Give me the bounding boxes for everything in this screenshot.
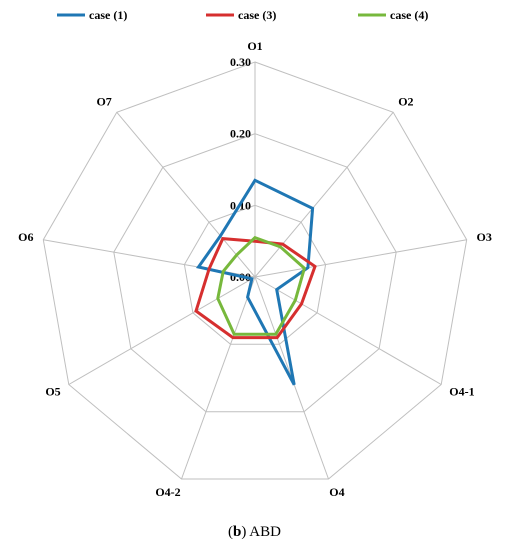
axis-label-O4: O4 bbox=[329, 485, 344, 499]
grid-spoke-O4-2 bbox=[181, 276, 256, 480]
grid-ring-3 bbox=[42, 61, 468, 480]
axis-label-O6: O6 bbox=[18, 230, 33, 244]
grid-spoke-O4-1 bbox=[254, 276, 442, 385]
grid-spoke-O5 bbox=[68, 276, 256, 385]
figure-caption: (b) ABD bbox=[228, 524, 281, 540]
legend-label-2: case (3) bbox=[238, 8, 276, 22]
caption-panel: b bbox=[233, 524, 242, 540]
series-line-1 bbox=[195, 178, 315, 386]
grid-spoke-O7 bbox=[116, 111, 256, 278]
grid-spoke-O2 bbox=[254, 111, 394, 278]
axis-label-O4-1: O4-1 bbox=[449, 385, 474, 399]
caption-text: ABD bbox=[249, 524, 281, 540]
axis-label-O5: O5 bbox=[45, 385, 60, 399]
legend: case (1) case (3) case (4) bbox=[57, 8, 428, 22]
radar-grid: 0.000.100.200.30 bbox=[42, 55, 468, 480]
axis-label-O3: O3 bbox=[477, 230, 492, 244]
series-line-3 bbox=[216, 235, 307, 336]
series-line-2 bbox=[194, 237, 317, 340]
radar-series bbox=[194, 178, 317, 386]
grid-spoke-O3 bbox=[254, 239, 467, 278]
axis-label-O4-2: O4-2 bbox=[155, 485, 180, 499]
axis-label-O2: O2 bbox=[398, 95, 413, 109]
legend-label-1: case (1) bbox=[89, 8, 127, 22]
axis-label-O1: O1 bbox=[247, 39, 262, 53]
grid-ring-1 bbox=[183, 204, 327, 345]
grid-ring-2 bbox=[113, 133, 397, 413]
axis-label-O7: O7 bbox=[96, 95, 111, 109]
tick-label: 0.30 bbox=[230, 55, 251, 69]
axis-labels: O1 O2 O3 O4-1 O4 O4-2 O5 O6 O7 bbox=[18, 39, 492, 499]
legend-label-3: case (4) bbox=[390, 8, 428, 22]
tick-label: 0.20 bbox=[230, 127, 251, 141]
